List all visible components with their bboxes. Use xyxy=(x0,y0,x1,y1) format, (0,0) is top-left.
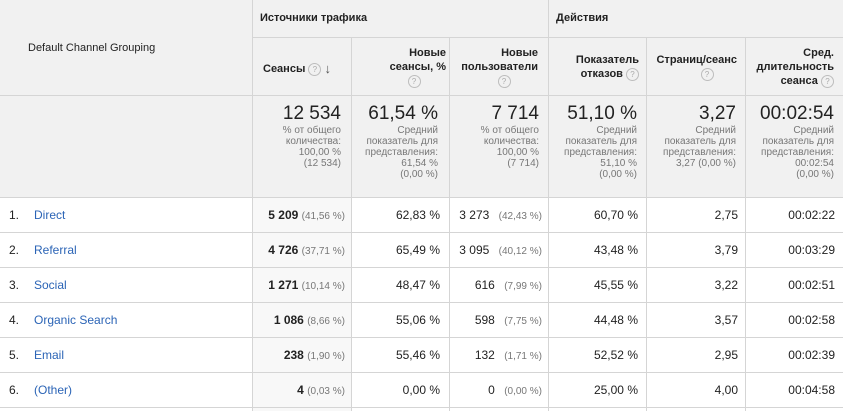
help-icon[interactable]: ? xyxy=(626,67,639,81)
avg-duration-cell: 00:02:39 xyxy=(788,348,835,362)
new-sessions-cell: 55,06 % xyxy=(395,313,440,327)
row-index: 1. xyxy=(9,208,20,222)
sessions-cell: 4 726 (37,71 %) xyxy=(268,243,345,257)
new-sessions-cell: 48,47 % xyxy=(395,278,440,292)
bounce-rate-cell: 25,00 % xyxy=(593,383,638,397)
total-bounce-rate: 51,10 % Средний показатель для представл… xyxy=(564,103,637,180)
sessions-cell: 238 (1,90 %) xyxy=(283,348,345,362)
pages-per-session-cell: 2,95 xyxy=(714,348,738,362)
sessions-cell: 1 086 (8,66 %) xyxy=(273,313,345,327)
column-new-sessions[interactable]: Новые сеансы, % ? xyxy=(389,47,446,88)
column-sessions[interactable]: Сеансы ? ↓ xyxy=(263,61,331,77)
avg-duration-cell: 00:02:51 xyxy=(788,278,835,292)
bounce-rate-cell: 43,48 % xyxy=(593,243,638,257)
channel-link[interactable]: Referral xyxy=(34,243,77,257)
avg-duration-cell: 00:02:22 xyxy=(788,208,835,222)
group-traffic-title: Источники трафика xyxy=(260,12,368,24)
channel-link[interactable]: Organic Search xyxy=(34,313,118,327)
pages-per-session-cell: 3,79 xyxy=(714,243,738,257)
pages-per-session-cell: 2,75 xyxy=(714,208,738,222)
channel-link[interactable]: Direct xyxy=(34,208,66,222)
sort-desc-icon[interactable]: ↓ xyxy=(324,61,331,77)
new-sessions-cell: 65,49 % xyxy=(395,243,440,257)
help-icon[interactable]: ? xyxy=(821,74,834,88)
new-sessions-cell: 0,00 % xyxy=(402,383,440,397)
pages-per-session-cell: 4,00 xyxy=(714,383,738,397)
row-index: 5. xyxy=(9,348,20,362)
row-index: 2. xyxy=(9,243,20,257)
new-users-cell: 616 (7,99 %) xyxy=(474,278,542,292)
bounce-rate-cell: 60,70 % xyxy=(593,208,638,222)
channel-link[interactable]: (Other) xyxy=(34,383,73,397)
new-sessions-cell: 55,46 % xyxy=(395,348,440,362)
new-users-cell: 3 273 (42,43 %) xyxy=(459,208,542,222)
dimension-header[interactable]: Default Channel Grouping xyxy=(28,42,238,54)
totals-row xyxy=(0,95,843,197)
new-users-cell: 0 (0,00 %) xyxy=(488,383,542,397)
avg-duration-cell: 00:03:29 xyxy=(788,243,835,257)
total-sessions: 12 534 % от общего количества: 100,00 % … xyxy=(282,103,341,169)
sessions-cell: 1 271 (10,14 %) xyxy=(268,278,345,292)
pages-per-session-cell: 3,22 xyxy=(714,278,738,292)
bounce-rate-cell: 52,52 % xyxy=(593,348,638,362)
group-actions-title: Действия xyxy=(556,12,609,24)
column-new-users[interactable]: Новые пользователи ? xyxy=(461,47,538,88)
bounce-rate-cell: 44,48 % xyxy=(593,313,638,327)
new-sessions-cell: 62,83 % xyxy=(395,208,440,222)
help-icon[interactable]: ? xyxy=(497,74,511,88)
channel-link[interactable]: Social xyxy=(34,278,67,292)
row-index: 3. xyxy=(9,278,20,292)
avg-duration-cell: 00:02:58 xyxy=(788,313,835,327)
new-users-cell: 132 (1,71 %) xyxy=(474,348,542,362)
column-bounce-rate[interactable]: Показатель отказов ? xyxy=(575,54,639,81)
dimension-label: Default Channel Grouping xyxy=(28,42,156,54)
new-users-cell: 3 095 (40,12 %) xyxy=(459,243,542,257)
column-avg-duration[interactable]: Сред. длительность сеанса ? xyxy=(756,47,834,88)
avg-duration-cell: 00:04:58 xyxy=(788,383,835,397)
bounce-rate-cell: 45,55 % xyxy=(593,278,638,292)
channel-link[interactable]: Email xyxy=(34,348,65,362)
row-index: 4. xyxy=(9,313,20,327)
help-icon[interactable]: ? xyxy=(700,67,714,81)
sessions-cell: 5 209 (41,56 %) xyxy=(268,208,345,222)
new-users-cell: 598 (7,75 %) xyxy=(474,313,542,327)
total-pages-per-session: 3,27 Средний показатель для представлени… xyxy=(663,103,736,169)
pages-per-session-cell: 3,57 xyxy=(714,313,738,327)
row-index: 6. xyxy=(9,383,20,397)
total-new-users: 7 714 % от общего количества: 100,00 % (… xyxy=(480,103,539,169)
total-new-sessions: 61,54 % Средний показатель для представл… xyxy=(365,103,438,180)
column-pages-per-session[interactable]: Страниц/сеанс ? xyxy=(656,54,737,81)
total-avg-duration: 00:02:54 Средний показатель для представ… xyxy=(760,103,834,180)
sessions-cell: 4 (0,03 %) xyxy=(297,383,345,397)
help-icon[interactable]: ? xyxy=(407,74,421,88)
help-icon[interactable]: ? xyxy=(308,62,322,76)
